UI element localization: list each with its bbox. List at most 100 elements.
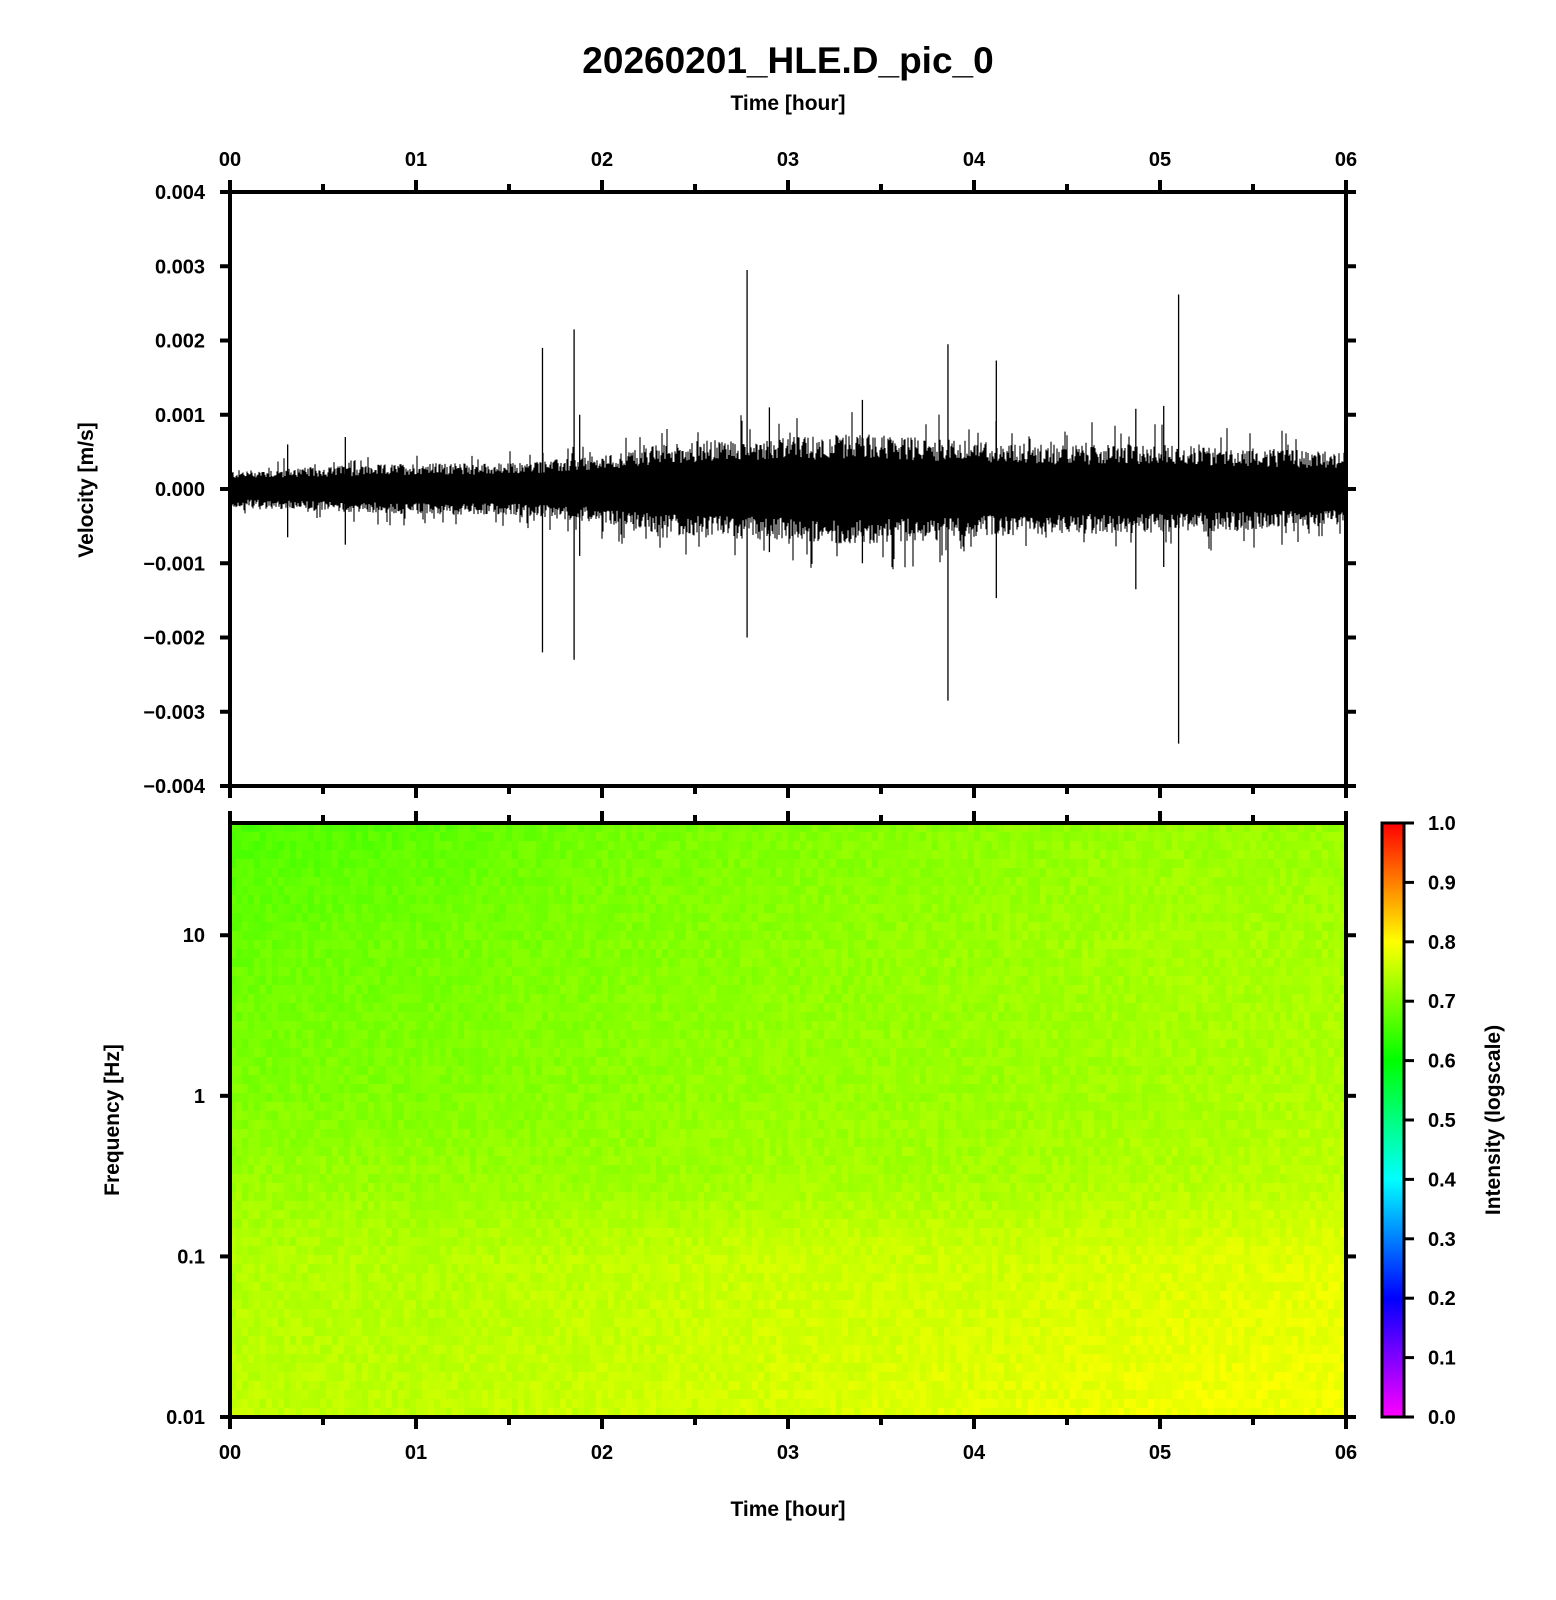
spectrogram-cell <box>326 1300 333 1310</box>
spectrogram-cell <box>500 1057 507 1067</box>
spectrogram-cell <box>542 1084 549 1094</box>
spectrogram-cell <box>416 940 423 950</box>
spectrogram-cell <box>284 922 291 932</box>
spectrogram-cell <box>578 1075 585 1085</box>
spectrogram-cell <box>548 1138 555 1148</box>
spectrogram-cell <box>434 1003 441 1013</box>
spectrogram-cell <box>644 1192 651 1202</box>
spectrogram-cell <box>512 940 519 950</box>
spectrogram-cell <box>236 1219 243 1229</box>
spectrogram-cell <box>482 1138 489 1148</box>
spectrogram-cell <box>242 1300 249 1310</box>
spectrogram-cell <box>236 1381 243 1391</box>
spectrogram-cell <box>542 877 549 887</box>
spectrogram-cell <box>332 1165 339 1175</box>
spectrogram-cell <box>356 1255 363 1265</box>
spectrogram-cell <box>512 1399 519 1409</box>
spectrogram-cell <box>494 1282 501 1292</box>
spectrogram-cell <box>554 1309 561 1319</box>
spectrogram-cell <box>470 1111 477 1121</box>
spectrogram-cell <box>452 1381 459 1391</box>
spectrogram-cell <box>572 1345 579 1355</box>
spectrogram-cell <box>608 1246 615 1256</box>
spectrogram-cell <box>338 1390 345 1400</box>
spectrogram-cell <box>578 1093 585 1103</box>
spectrogram-cell <box>482 1282 489 1292</box>
spectrogram-cell <box>368 1354 375 1364</box>
spectrogram-cell <box>650 886 657 896</box>
spectrogram-cell <box>650 841 657 851</box>
spectrogram-cell <box>512 931 519 941</box>
spectrogram-cell <box>470 1165 477 1175</box>
spectrogram-cell <box>470 1363 477 1373</box>
spectrogram-cell <box>566 1363 573 1373</box>
spectrogram-cell <box>428 1363 435 1373</box>
spectrogram-cell <box>302 913 309 923</box>
spectrogram-cell <box>272 1363 279 1373</box>
spectrogram-cell <box>296 1084 303 1094</box>
spectrogram-cell <box>404 985 411 995</box>
spectrogram-cell <box>566 1219 573 1229</box>
spectrogram-cell <box>530 1363 537 1373</box>
spectrogram-cell <box>428 868 435 878</box>
spectrogram-cell <box>296 1219 303 1229</box>
spectrogram-cell <box>572 1147 579 1157</box>
spectrogram-cell <box>422 832 429 842</box>
spectrogram-cell <box>494 1012 501 1022</box>
spectrogram-cell <box>602 1039 609 1049</box>
spectrogram-cell <box>314 931 321 941</box>
spectrogram-cell <box>404 904 411 914</box>
spectrogram-cell <box>518 823 525 833</box>
spectrogram-cell <box>512 904 519 914</box>
spectrogram-cell <box>404 1219 411 1229</box>
spectrogram-cell <box>596 1255 603 1265</box>
spectrogram-cell <box>626 868 633 878</box>
spectrogram-cell <box>272 1309 279 1319</box>
spectrogram-cell <box>626 1048 633 1058</box>
spectrogram-cell <box>404 967 411 977</box>
spectrogram-cell <box>446 1057 453 1067</box>
spectrogram-cell <box>506 1129 513 1139</box>
spectrogram-cell <box>266 1102 273 1112</box>
spectrogram-cell <box>638 1300 645 1310</box>
spectrogram-cell <box>326 1156 333 1166</box>
spectrogram-cell <box>488 985 495 995</box>
spectrogram-cell <box>572 1327 579 1337</box>
spectrogram-cell <box>662 1147 669 1157</box>
spectrogram-cell <box>584 913 591 923</box>
spectrogram-cell <box>482 1057 489 1067</box>
spectrogram-cell <box>314 859 321 869</box>
spectrogram-cell <box>236 1174 243 1184</box>
spectrogram-cell <box>362 1102 369 1112</box>
spectrogram-cell <box>338 823 345 833</box>
spectrogram-cell <box>272 1093 279 1103</box>
spectrogram-cell <box>470 922 477 932</box>
spectrogram-cell <box>398 1129 405 1139</box>
spectrogram-cell <box>602 958 609 968</box>
spectrogram-cell <box>272 1300 279 1310</box>
spectrogram-cell <box>242 1003 249 1013</box>
spectrogram-cell <box>260 895 267 905</box>
spectrogram-cell <box>650 1201 657 1211</box>
spectrogram-cell <box>326 1165 333 1175</box>
spectrogram-cell <box>470 1012 477 1022</box>
spectrogram-cell <box>428 1048 435 1058</box>
spectrogram-cell <box>302 1201 309 1211</box>
spectrogram-cell <box>656 976 663 986</box>
spectrogram-cell <box>524 1147 531 1157</box>
spectrogram-cell <box>392 931 399 941</box>
spectrogram-cell <box>416 958 423 968</box>
spectrogram-cell <box>668 1408 675 1418</box>
spectrogram-cell <box>452 1327 459 1337</box>
spectrogram-cell <box>674 967 681 977</box>
spectrogram-cell <box>590 1183 597 1193</box>
spectrogram-cell <box>434 1363 441 1373</box>
spectrogram-cell <box>620 976 627 986</box>
spectrogram-cell <box>554 1354 561 1364</box>
spectrogram-cell <box>440 1138 447 1148</box>
spectrogram-cell <box>584 1291 591 1301</box>
spectrogram-cell <box>512 1039 519 1049</box>
spectrogram-cell <box>272 1210 279 1220</box>
spectrogram-cell <box>470 949 477 959</box>
spectrogram-cell <box>656 895 663 905</box>
